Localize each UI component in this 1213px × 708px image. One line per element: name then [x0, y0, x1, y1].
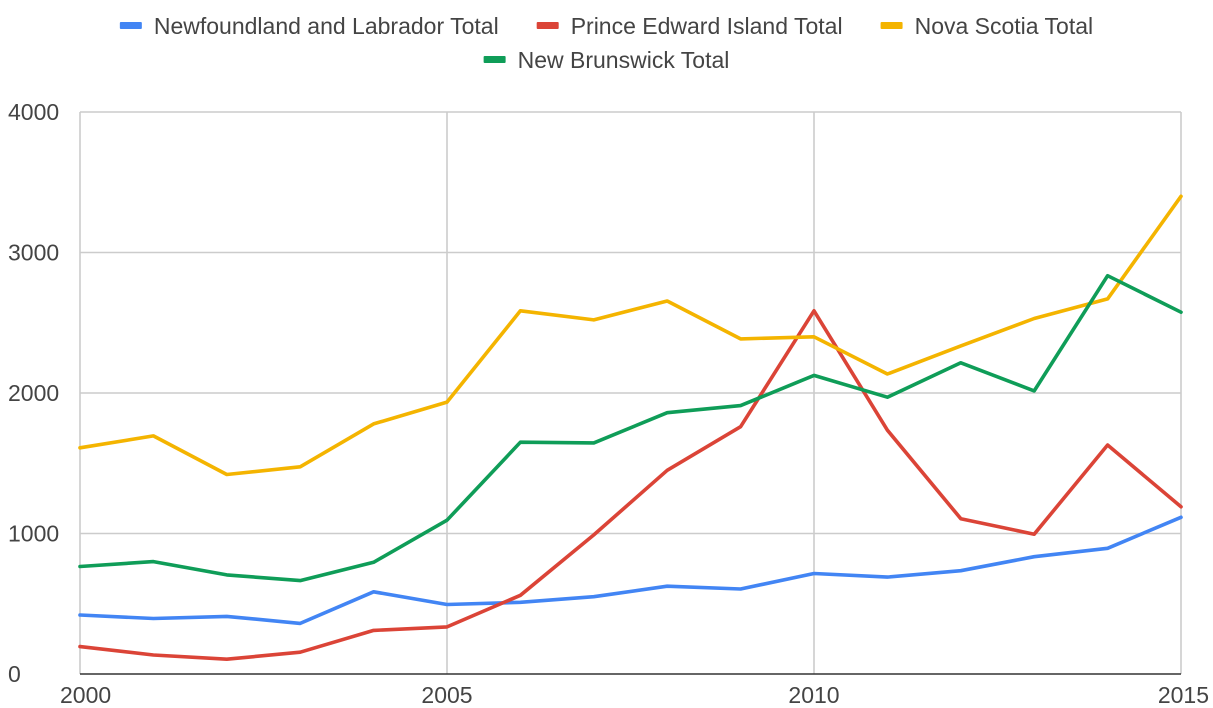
legend-swatch	[119, 22, 142, 29]
y-tick-label: 1000	[8, 521, 59, 547]
series-line-4	[78, 273, 1183, 583]
y-tick-label: 3000	[8, 240, 59, 266]
series-line-3	[78, 194, 1183, 477]
series-line-2	[78, 308, 1183, 662]
legend-item: Nova Scotia Total	[880, 13, 1094, 39]
legend-item: New Brunswick Total	[483, 47, 730, 73]
x-tick-label: 2000	[60, 682, 111, 708]
y-tick-label: 4000	[8, 99, 59, 125]
tick-labels: 0 1000 2000 3000 4000 2000 2005 2010 2015	[8, 99, 1209, 708]
legend-label: Newfoundland and Labrador Total	[154, 13, 499, 39]
legend-swatch	[880, 22, 903, 29]
x-tick-label: 2015	[1158, 682, 1209, 708]
legend-label: Nova Scotia Total	[915, 13, 1094, 39]
legend-label: New Brunswick Total	[518, 47, 730, 73]
x-tick-label: 2005	[421, 682, 472, 708]
series-lines	[78, 194, 1183, 662]
legend: Newfoundland and Labrador Total Prince Ed…	[119, 13, 1094, 73]
series-line-1	[78, 515, 1183, 626]
y-tick-label: 2000	[8, 380, 59, 406]
y-tick-label: 0	[8, 661, 21, 687]
legend-item: Prince Edward Island Total	[536, 13, 843, 39]
gridlines	[79, 111, 1182, 674]
legend-swatch	[536, 22, 559, 29]
legend-swatch	[483, 56, 506, 63]
legend-item: Newfoundland and Labrador Total	[119, 13, 499, 39]
x-tick-label: 2010	[788, 682, 839, 708]
legend-label: Prince Edward Island Total	[571, 13, 843, 39]
